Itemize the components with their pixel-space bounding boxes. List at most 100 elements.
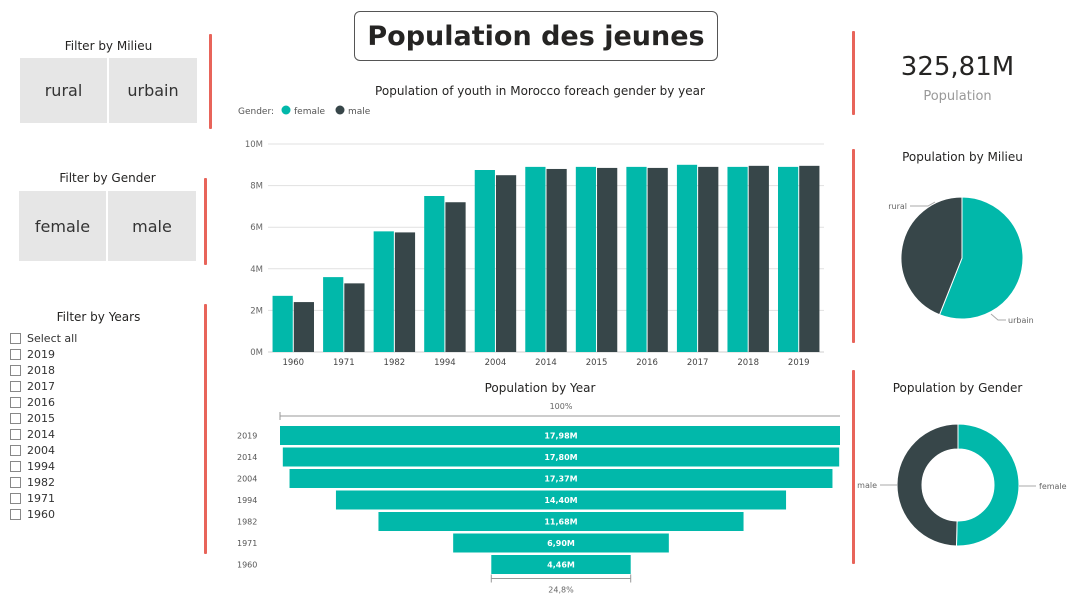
funnel-bar-1982 — [378, 512, 744, 531]
funnel-bar-2019 — [280, 426, 840, 445]
bar-chart: Gender: female male 0M 2M 4M 6M 8M 10M 1960 1971 19… — [238, 105, 824, 368]
divider — [204, 178, 207, 265]
bar-female-2018 — [727, 166, 748, 352]
gender-filter-title: Filter by Gender — [59, 171, 156, 185]
pie-chart-title: Population by Milieu — [902, 150, 1023, 164]
gender-male-button[interactable]: male — [108, 191, 196, 261]
year-checkbox-2019[interactable]: 2019 — [10, 346, 55, 362]
funnel-category-label: 1960 — [237, 561, 257, 570]
milieu-rural-button[interactable]: rural — [20, 58, 107, 123]
checkbox-icon — [10, 396, 21, 408]
x-tick-label: 1994 — [434, 358, 456, 368]
funnel-bottom-percent: 24,8% — [548, 586, 574, 595]
year-checkbox-1960[interactable]: 1960 — [10, 506, 55, 522]
bar-female-1960 — [272, 295, 293, 352]
year-checkbox-1994[interactable]: 1994 — [10, 458, 55, 474]
pie-chart: urbain rural — [888, 196, 1034, 325]
bar-female-2019 — [778, 166, 799, 352]
year-label: 2014 — [27, 427, 55, 441]
year-label: 1971 — [27, 491, 55, 505]
legend-marker-male — [335, 105, 345, 115]
funnel-top-percent: 100% — [550, 402, 573, 411]
checkbox-icon — [10, 444, 21, 456]
year-checkbox-1982[interactable]: 1982 — [10, 474, 55, 490]
year-checkbox-2015[interactable]: 2015 — [10, 410, 55, 426]
funnel-value-label: 11,68M — [544, 518, 577, 527]
year-checkbox-2018[interactable]: 2018 — [10, 362, 55, 378]
year-checkbox-2016[interactable]: 2016 — [10, 394, 55, 410]
bar-male-2019 — [799, 165, 820, 352]
y-tick-label: 8M — [250, 182, 263, 192]
page-title: Population des jeunes — [354, 11, 718, 61]
y-tick-label: 2M — [250, 306, 263, 316]
year-label: 2018 — [27, 363, 55, 377]
kpi-label: Population — [923, 89, 992, 104]
bar-chart-title: Population of youth in Morocco foreach g… — [375, 84, 705, 98]
year-label: 2019 — [27, 347, 55, 361]
funnel-bar-1960 — [491, 555, 631, 574]
year-checkbox-2004[interactable]: 2004 — [10, 442, 55, 458]
funnel-title: Population by Year — [484, 381, 596, 395]
kpi-value: 325,81M — [900, 52, 1015, 82]
legend-marker-female — [281, 105, 291, 115]
legend-label-female: female — [294, 107, 325, 117]
donut-chart: female male — [857, 423, 1067, 547]
bar-male-2014 — [546, 168, 567, 352]
x-tick-label: 2014 — [535, 358, 557, 368]
year-label: 2017 — [27, 379, 55, 393]
bar-male-2017 — [698, 166, 719, 352]
x-tick-label: 2015 — [586, 358, 608, 368]
divider — [852, 149, 855, 343]
funnel-bar-2014 — [282, 447, 840, 467]
year-checkbox-1971[interactable]: 1971 — [10, 490, 55, 506]
year-label: 2016 — [27, 395, 55, 409]
checkbox-icon — [10, 460, 21, 472]
donut-slice-female — [955, 423, 1020, 547]
pie-leader-line — [990, 313, 1006, 321]
y-tick-label: 6M — [250, 223, 263, 233]
checkbox-icon — [10, 428, 21, 440]
bar-male-2015 — [597, 167, 618, 352]
funnel-value-label: 17,37M — [544, 475, 577, 484]
bar-female-1982 — [373, 231, 394, 352]
bar-male-2018 — [748, 165, 769, 352]
funnel-bar-1971 — [453, 533, 669, 553]
checkbox-icon — [10, 380, 21, 392]
select-all-checkbox[interactable]: Select all — [10, 330, 77, 346]
bar-female-2015 — [575, 166, 597, 352]
year-label: Select all — [27, 331, 78, 345]
donut-slice-male — [896, 423, 959, 547]
donut-label-female: female — [1039, 482, 1067, 491]
funnel-value-label: 14,40M — [544, 496, 577, 505]
bar-female-2014 — [525, 166, 546, 352]
year-label: 2015 — [27, 411, 55, 425]
divider — [209, 34, 212, 129]
milieu-filter-title: Filter by Milieu — [64, 39, 153, 53]
x-tick-label: 2016 — [636, 358, 658, 368]
funnel-category-label: 1982 — [237, 518, 257, 527]
pie-slice-urbain — [938, 196, 1024, 320]
donut-label-male: male — [857, 481, 877, 490]
x-tick-label: 2004 — [485, 358, 507, 368]
pie-slice-rural — [900, 196, 963, 316]
checkbox-icon — [10, 492, 21, 504]
funnel-bar-2004 — [289, 469, 833, 488]
milieu-urbain-button[interactable]: urbain — [109, 58, 197, 123]
y-tick-label: 0M — [250, 348, 263, 358]
year-checkbox-2014[interactable]: 2014 — [10, 426, 55, 442]
year-label: 1982 — [27, 475, 55, 489]
checkbox-icon — [10, 364, 21, 376]
divider — [204, 304, 207, 554]
bar-female-2017 — [676, 164, 698, 352]
funnel-category-label: 1994 — [237, 496, 257, 505]
year-checkbox-2017[interactable]: 2017 — [10, 378, 55, 394]
gender-female-button[interactable]: female — [19, 191, 106, 261]
funnel-value-label: 4,46M — [547, 561, 575, 570]
year-label: 2004 — [27, 443, 55, 457]
funnel-category-label: 2019 — [237, 432, 257, 441]
x-tick-label: 2018 — [737, 358, 759, 368]
y-tick-label: 4M — [250, 265, 263, 275]
pie-label-rural: rural — [888, 202, 907, 211]
x-tick-label: 2017 — [687, 358, 709, 368]
y-tick-label: 10M — [245, 140, 263, 150]
